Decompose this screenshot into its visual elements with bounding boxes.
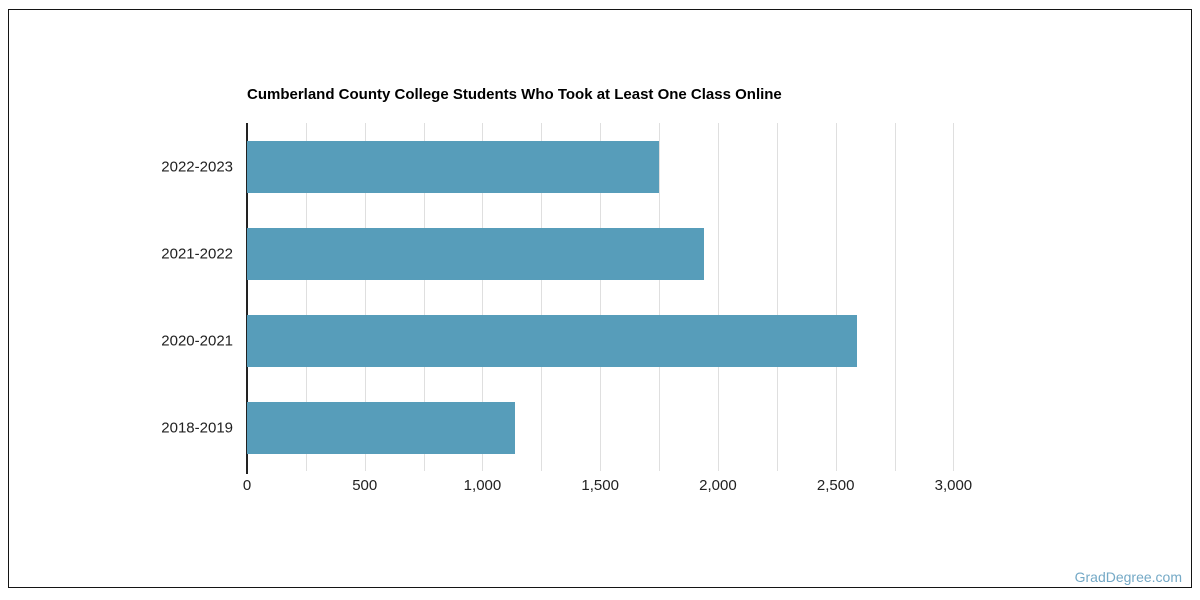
bar-2021-2022[interactable] [247,227,704,280]
x-tick-label: 3,000 [934,477,973,494]
bar-2020-2021[interactable] [247,314,857,367]
x-tick-label: 500 [352,477,378,494]
bar-2022-2023[interactable] [247,140,660,193]
gridline [776,123,778,471]
gridline [835,123,837,471]
gridline [953,123,955,471]
y-tick-label: 2022-2023 [161,158,233,175]
gridline [423,123,425,471]
gridline [659,123,661,471]
bar-2018-2019[interactable] [247,401,516,454]
x-tick-label: 2,000 [699,477,737,494]
gridline [894,123,896,471]
x-tick-label: 0 [242,477,252,494]
plot-area [246,123,992,475]
gridline [717,123,719,471]
gridline [482,123,484,471]
gridline [305,123,307,471]
chart-title: Cumberland County College Students Who T… [247,86,782,103]
gridline [600,123,602,471]
gridline [364,123,366,471]
x-tick-label: 2,500 [816,477,855,494]
watermark-link[interactable]: GradDegree.com [1074,569,1182,585]
y-tick-label: 2021-2022 [161,245,233,262]
y-axis-line [246,123,248,475]
x-tick-label: 1,500 [581,477,619,494]
x-tick-label: 1,000 [463,477,502,494]
y-tick-label: 2018-2019 [161,419,233,436]
y-tick-label: 2020-2021 [161,332,233,349]
gridline [541,123,543,471]
